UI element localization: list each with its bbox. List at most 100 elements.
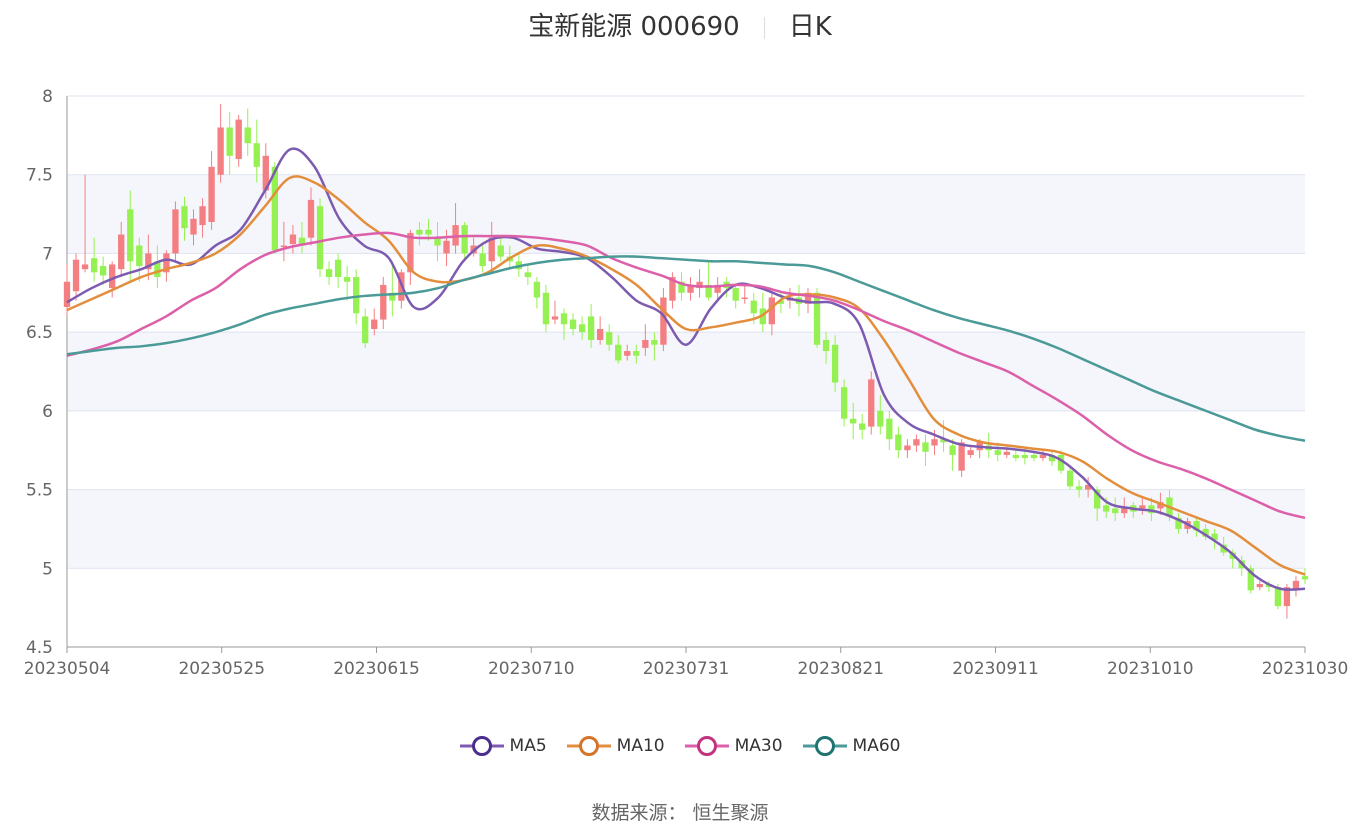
candle-body bbox=[1084, 484, 1092, 490]
candle-body bbox=[569, 319, 577, 329]
series-line-ma10 bbox=[66, 175, 1306, 576]
candle-body bbox=[669, 277, 676, 301]
candle-body bbox=[940, 439, 947, 443]
candle-body bbox=[461, 225, 468, 254]
legend-dot-ma10 bbox=[578, 736, 599, 756]
candle-body bbox=[624, 351, 631, 356]
candle-body bbox=[443, 240, 450, 254]
candle-body bbox=[1175, 517, 1182, 529]
candle-body bbox=[316, 206, 324, 270]
candle-body bbox=[416, 229, 423, 235]
y-tick-label: 5.5 bbox=[26, 481, 53, 501]
candle-body bbox=[90, 258, 98, 273]
candle-body bbox=[551, 316, 559, 320]
candle-body bbox=[208, 166, 215, 222]
candle-body bbox=[1112, 508, 1119, 514]
legend-dot-ma60 bbox=[814, 736, 835, 756]
legend-dot-ma30 bbox=[696, 736, 717, 756]
candle-body bbox=[931, 439, 938, 446]
candle-body bbox=[533, 281, 541, 298]
candle-body bbox=[822, 340, 830, 352]
x-tick-label: 20230821 bbox=[797, 659, 884, 679]
candle-body bbox=[949, 445, 956, 455]
candle-body bbox=[1256, 584, 1263, 588]
candle-body bbox=[1193, 521, 1200, 531]
candle-body bbox=[181, 206, 188, 229]
y-tick-label: 6 bbox=[42, 402, 53, 422]
candle-body bbox=[1012, 454, 1019, 459]
candle-body bbox=[362, 316, 369, 344]
legend-marker-ma30 bbox=[684, 736, 729, 756]
candle-body bbox=[262, 155, 269, 191]
candle-body bbox=[109, 264, 116, 289]
candle-body bbox=[118, 234, 125, 270]
candle-body bbox=[1148, 505, 1155, 514]
candle-body bbox=[831, 344, 839, 383]
data-source: 数据来源： 恒生聚源 bbox=[591, 802, 769, 824]
candle-body bbox=[488, 237, 495, 262]
candle-body bbox=[136, 245, 143, 267]
candle-body bbox=[1057, 454, 1065, 471]
candle-body bbox=[651, 340, 658, 345]
candle-body bbox=[913, 439, 920, 446]
candle-body bbox=[99, 266, 107, 276]
candle-body bbox=[1039, 454, 1047, 459]
candle-body bbox=[199, 206, 206, 226]
candle-body bbox=[1301, 576, 1309, 580]
candle-body bbox=[389, 292, 396, 301]
y-tick-label: 7 bbox=[42, 244, 53, 264]
candle-body bbox=[542, 292, 550, 325]
grid-band bbox=[67, 489, 1305, 569]
candle-body bbox=[886, 418, 893, 440]
legend-item-ma30[interactable]: MA30 bbox=[684, 735, 783, 757]
candle-body bbox=[768, 297, 776, 325]
candle-body bbox=[280, 245, 288, 248]
x-tick-label: 20230504 bbox=[24, 659, 111, 679]
candle-body bbox=[895, 434, 902, 451]
legend-item-ma5[interactable]: MA5 bbox=[459, 735, 547, 757]
candle-body bbox=[217, 127, 224, 175]
y-tick-label: 5 bbox=[42, 559, 53, 579]
candle-body bbox=[759, 308, 766, 325]
legend-label-ma10: MA10 bbox=[616, 736, 665, 756]
candle-body bbox=[190, 218, 197, 235]
legend-item-ma10[interactable]: MA10 bbox=[566, 735, 665, 757]
candle-body bbox=[840, 387, 848, 419]
candle-body bbox=[353, 277, 360, 314]
candle-body bbox=[1139, 505, 1146, 509]
candle-body bbox=[163, 253, 170, 273]
candle-body bbox=[868, 379, 875, 427]
chart-title: 宝新能源 000690 日K bbox=[0, 6, 1360, 43]
y-tick-label: 4.5 bbox=[26, 638, 53, 658]
candle-body bbox=[615, 344, 622, 361]
candle-body bbox=[1157, 502, 1164, 509]
candle-body bbox=[1003, 451, 1010, 455]
candle-body bbox=[633, 351, 640, 356]
candle-body bbox=[750, 300, 757, 314]
candle-body bbox=[479, 253, 486, 267]
grid-band bbox=[67, 174, 1305, 254]
x-tick-label: 20230710 bbox=[488, 659, 575, 679]
candle-body bbox=[678, 281, 685, 293]
candle-body bbox=[578, 324, 586, 333]
candle-body bbox=[127, 209, 134, 262]
candle-body bbox=[434, 237, 441, 246]
series-line-ma5 bbox=[66, 147, 1306, 591]
candle-body bbox=[732, 288, 739, 301]
candle-body bbox=[606, 332, 613, 345]
candle-body bbox=[1066, 470, 1074, 487]
candle-body bbox=[813, 292, 821, 345]
candle-body bbox=[172, 209, 179, 254]
candle-body bbox=[524, 272, 532, 278]
x-tick-label: 20230731 bbox=[643, 659, 730, 679]
candle-body bbox=[425, 229, 432, 235]
candle-body bbox=[380, 284, 387, 320]
series-line-ma30 bbox=[66, 231, 1306, 520]
legend-label-ma30: MA30 bbox=[734, 736, 783, 756]
candle-body bbox=[63, 281, 71, 307]
legend-item-ma60[interactable]: MA60 bbox=[802, 735, 900, 757]
candle-body bbox=[154, 261, 161, 278]
y-tick-label: 6.5 bbox=[26, 323, 53, 343]
legend-label-ma5: MA5 bbox=[509, 736, 547, 756]
candle-body bbox=[334, 259, 342, 278]
